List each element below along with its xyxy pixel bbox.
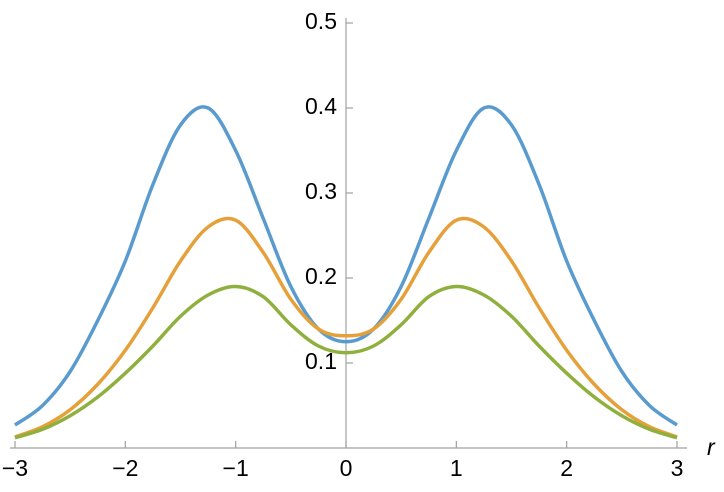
y-tick-label: 0.3 xyxy=(305,178,337,204)
x-tick-label: 0 xyxy=(340,455,353,481)
y-tick-label: 0.4 xyxy=(305,93,337,119)
y-tick-label: 0.2 xyxy=(305,263,337,289)
x-axis-label: r xyxy=(707,434,716,460)
x-tick-label: 3 xyxy=(671,455,684,481)
x-tick-label: 1 xyxy=(450,455,463,481)
y-tick-label: 0.5 xyxy=(305,8,337,34)
series-line xyxy=(14,216,678,439)
series-line xyxy=(13,105,679,427)
x-tick-label: 2 xyxy=(560,455,573,481)
series-line xyxy=(14,284,678,440)
x-tick-label: −1 xyxy=(223,455,249,481)
x-tick-label: −2 xyxy=(112,455,138,481)
x-tick-label: −3 xyxy=(2,455,28,481)
